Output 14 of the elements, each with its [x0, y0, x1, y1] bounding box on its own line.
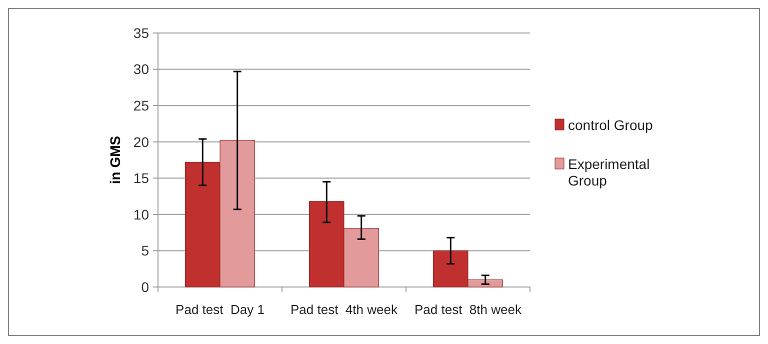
y-axis-title: in GMS	[107, 136, 123, 184]
y-tick-label: 30	[133, 61, 150, 78]
x-tick-label: Pad test Day 1	[176, 302, 264, 317]
legend-label: control Group	[568, 116, 654, 133]
y-tick-label: 5	[141, 242, 150, 259]
y-tick-label: 20	[133, 134, 150, 150]
y-tick-label: 10	[133, 206, 150, 222]
legend-label: Experimental Group	[568, 156, 650, 189]
x-tick-label: Pad test 4th week	[290, 302, 398, 317]
y-tick-label: 25	[133, 97, 150, 114]
y-tick-label: 15	[133, 170, 150, 186]
y-tick-label: 0	[141, 278, 150, 295]
y-tick-label: 35	[133, 24, 150, 41]
x-tick-label: Pad test 8th week	[414, 302, 522, 317]
